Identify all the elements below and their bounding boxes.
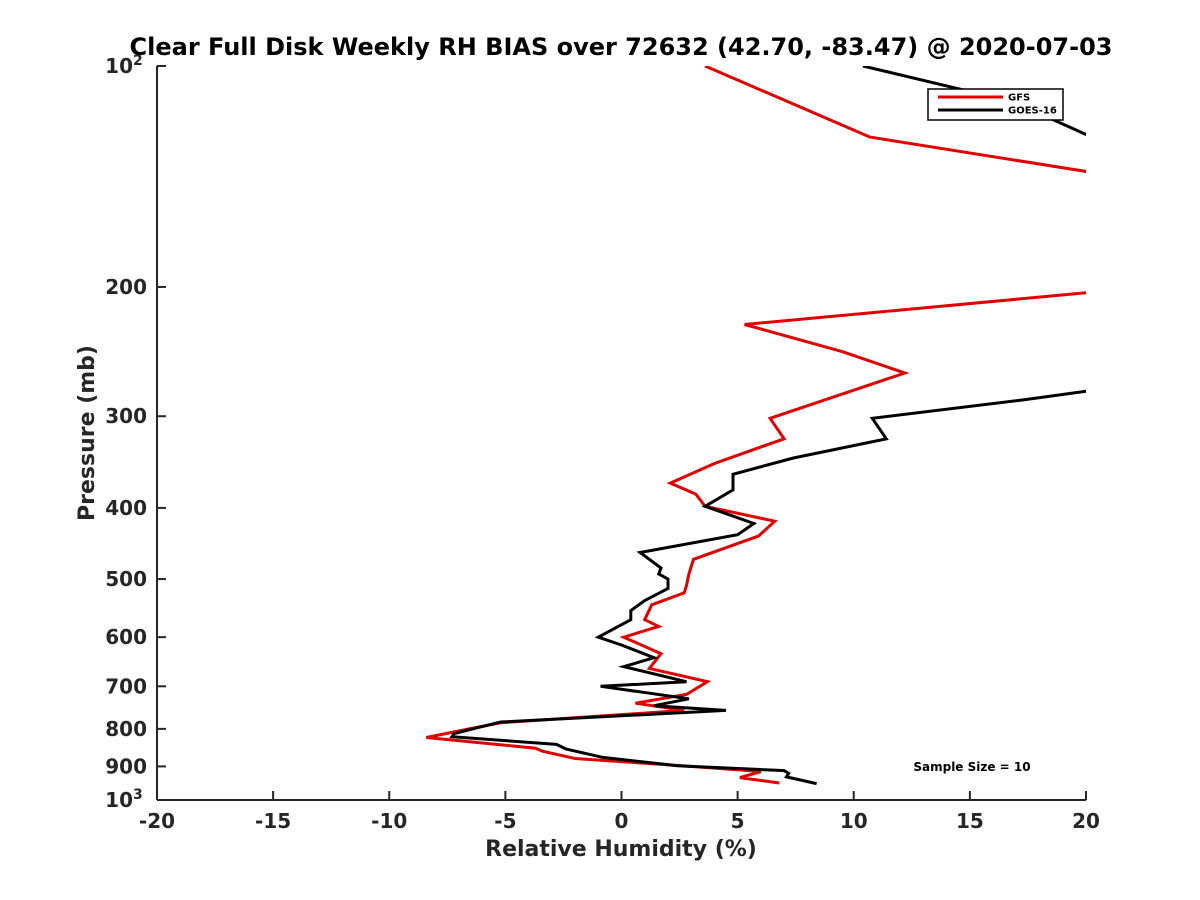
series-layer <box>426 66 1086 786</box>
y-tick-exponent: 2 <box>133 53 143 69</box>
x-tick-label: 15 <box>956 809 984 833</box>
legend: GFS GOES-16 <box>927 88 1064 121</box>
y-tick-label: 800 <box>105 717 147 741</box>
y-axis-label: Pressure (mb) <box>75 345 100 521</box>
sample-size-annotation: Sample Size = 10 <box>913 760 1030 774</box>
chart-title: Clear Full Disk Weekly RH BIAS over 7263… <box>130 33 1113 61</box>
x-tick-label: -10 <box>371 809 407 833</box>
y-tick-label: 10 <box>105 788 133 812</box>
series-line-goes16 <box>449 66 1086 786</box>
legend-entry-goes16: GOES-16 <box>1008 106 1057 117</box>
x-tick-label: -5 <box>494 809 516 833</box>
x-tick-label: 20 <box>1072 809 1100 833</box>
y-tick-label: 500 <box>105 567 147 591</box>
y-tick-label: 200 <box>105 275 147 299</box>
y-tick-label: 700 <box>105 674 147 698</box>
y-tick-label: 300 <box>105 404 147 428</box>
x-axis-label: Relative Humidity (%) <box>485 837 757 862</box>
x-tick-label: -20 <box>139 809 175 833</box>
y-tick-exponent: 3 <box>133 787 143 803</box>
legend-frame <box>927 88 1064 121</box>
x-tick-label: 10 <box>840 809 868 833</box>
x-tick-label: -15 <box>255 809 291 833</box>
y-tick-label: 400 <box>105 496 147 520</box>
x-tick-label: 0 <box>615 809 629 833</box>
y-tick-label: 10 <box>105 54 133 78</box>
y-tick-label: 900 <box>105 754 147 778</box>
legend-entry-gfs: GFS <box>1008 93 1030 104</box>
y-tick-label: 600 <box>105 625 147 649</box>
x-tick-label: 5 <box>731 809 745 833</box>
series-line-gfs <box>426 66 1086 785</box>
